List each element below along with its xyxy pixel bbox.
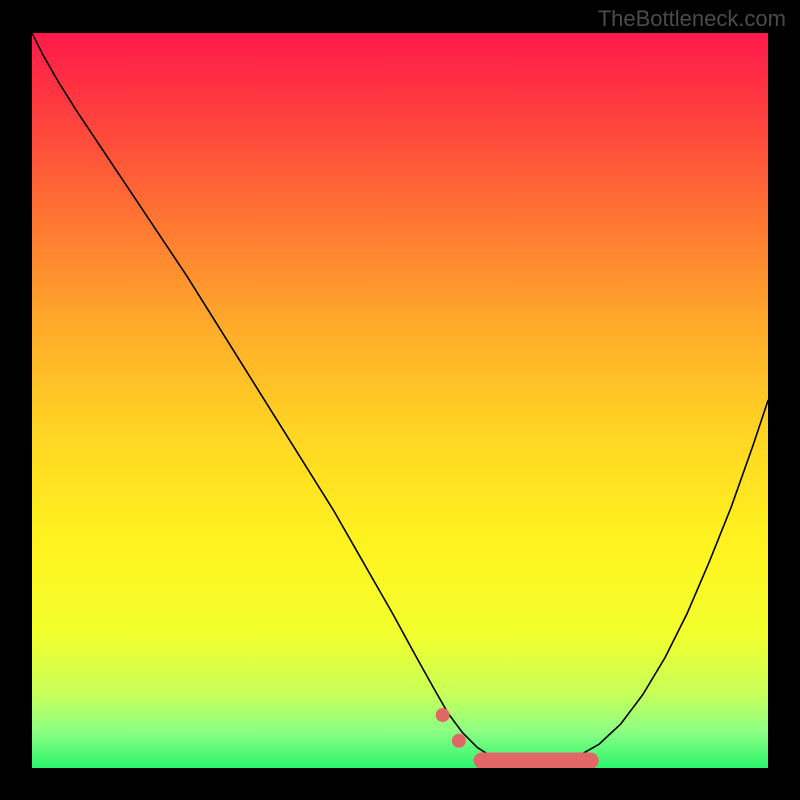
plot-area bbox=[32, 33, 768, 768]
marker-dot bbox=[452, 734, 466, 748]
chart-svg-layer bbox=[32, 33, 768, 768]
optimal-range-band bbox=[474, 753, 599, 768]
marker-dot bbox=[436, 708, 450, 722]
stage: TheBottleneck.com bbox=[0, 0, 800, 800]
bottleneck-curve bbox=[32, 33, 768, 765]
attribution-text: TheBottleneck.com bbox=[598, 6, 786, 32]
